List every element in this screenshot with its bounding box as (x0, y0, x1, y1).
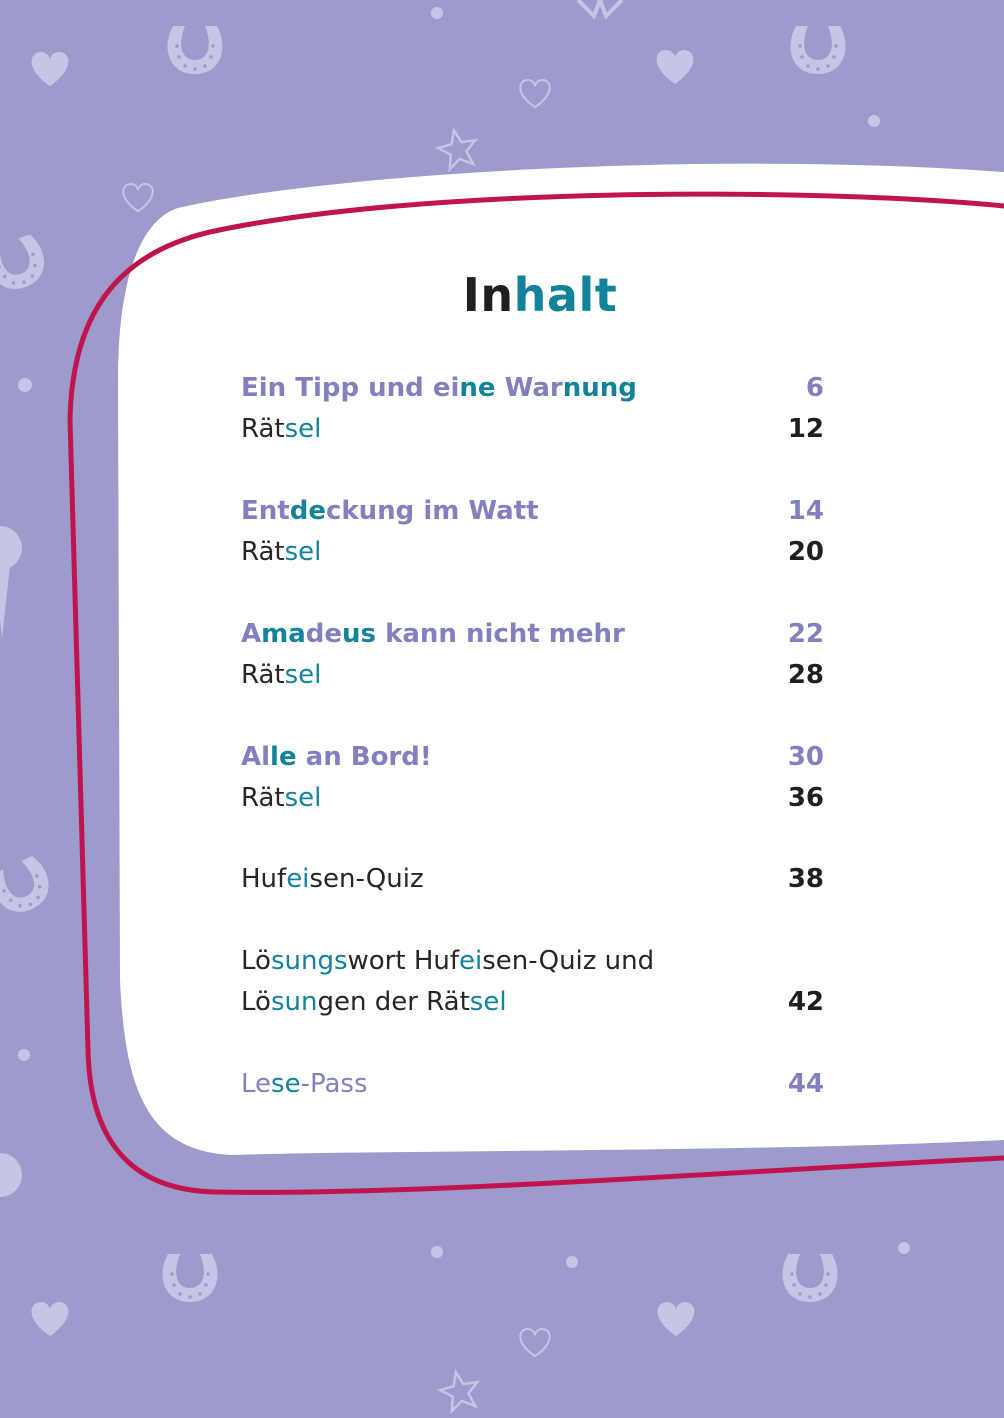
bow-icon (576, 0, 624, 20)
toc-entry: Rätsel 12 (241, 409, 824, 449)
syllable-highlight: sel (284, 660, 322, 690)
toc-entry: Rätsel 28 (241, 655, 824, 695)
syllable-highlight: us (342, 619, 377, 649)
syllable-highlight: sel (284, 414, 322, 444)
syllable-highlight: sel (284, 783, 322, 813)
syllable: Huf (241, 864, 287, 894)
syllable: War (495, 373, 563, 403)
syllable: de (305, 619, 343, 649)
syllable: sen-Quiz (309, 864, 424, 894)
dot-icon (898, 1242, 910, 1254)
page-number: 22 (787, 619, 824, 649)
syllable-highlight: ne (459, 373, 496, 403)
title-part-highlight: halt (513, 268, 618, 322)
page-number: 38 (787, 864, 824, 894)
toc-entry: Lösungen der Rätsel 42 (241, 982, 824, 1022)
toc-entry: Entdeckung im Watt 14 (241, 491, 824, 531)
entry-title: Entdeckung im Watt (241, 491, 539, 531)
title-part: In (462, 268, 514, 322)
entry-title: Amadeus kann nicht mehr (241, 614, 625, 654)
entry-title: Rätsel (241, 409, 321, 449)
dot-icon (18, 378, 32, 392)
toc-entry: Rätsel 20 (241, 532, 824, 572)
syllable-highlight: ma (261, 619, 306, 649)
toc-entry: Hufeisen-Quiz 38 (241, 859, 824, 899)
entry-title: Alle an Bord! (241, 737, 432, 777)
page-number: 28 (787, 660, 824, 690)
entry-title: Ein Tipp und eine Warnung (241, 368, 637, 408)
syllable: Ein Tipp und ei (241, 373, 460, 403)
entry-title: Lese-Pass (241, 1064, 368, 1104)
page-number: 42 (787, 987, 824, 1017)
toc-entry: Rätsel 36 (241, 778, 824, 818)
syllable: Rät (241, 537, 285, 567)
syllable-highlight: se (271, 1069, 301, 1099)
syllable: Rät (241, 660, 285, 690)
syllable-highlight: ei (286, 864, 310, 894)
syllable: Ent (241, 496, 290, 526)
dot-icon (566, 1256, 578, 1268)
syllable: Le (241, 1069, 272, 1099)
page-number: 20 (787, 537, 824, 567)
syllable: ckung im Watt (325, 496, 539, 526)
page-number: 44 (787, 1069, 824, 1099)
toc-entry: Amadeus kann nicht mehr 22 (241, 614, 824, 654)
toc-entry: Alle an Bord! 30 (241, 737, 824, 777)
syllable: an Bord! (296, 742, 432, 772)
syllable: Rät (241, 414, 285, 444)
entry-title: Lösungswort Hufeisen-Quiz und (241, 941, 654, 981)
entry-title: Rätsel (241, 778, 321, 818)
syllable-highlight: sel (469, 987, 507, 1017)
dot-icon (868, 115, 880, 127)
rosette-icon (0, 1153, 22, 1197)
toc-entry: Lese-Pass 44 (241, 1064, 824, 1104)
syllable: gen der Rät (317, 987, 470, 1017)
syllable-highlight: le (270, 742, 297, 772)
entry-title: Rätsel (241, 655, 321, 695)
syllable: wort Huf (347, 946, 460, 976)
content-card (118, 163, 1004, 1155)
syllable: kann nicht mehr (376, 619, 625, 649)
rosette-icon (0, 526, 22, 638)
entry-title: Lösungen der Rätsel (241, 982, 507, 1022)
syllable-highlight: ei (459, 946, 483, 976)
syllable-highlight: sungs (270, 946, 348, 976)
syllable: A (241, 619, 262, 649)
card-frame (67, 191, 1004, 1195)
page-number: 12 (787, 414, 824, 444)
syllable: sen-Quiz und (482, 946, 655, 976)
page-number: 30 (787, 742, 824, 772)
toc-entry: Lösungswort Hufeisen-Quiz und (241, 941, 824, 981)
page-number: 36 (787, 783, 824, 813)
dot-icon (431, 7, 443, 19)
dot-icon (431, 1246, 443, 1258)
syllable: Rät (241, 783, 285, 813)
entry-title: Rätsel (241, 532, 321, 572)
syllable-highlight: sun (270, 987, 318, 1017)
syllable: Lö (241, 946, 271, 976)
dot-icon (18, 1049, 30, 1061)
syllable: -Pass (300, 1069, 368, 1099)
page-number: 14 (787, 496, 824, 526)
page-title: Inhalt (0, 268, 1004, 322)
syllable: Lö (241, 987, 271, 1017)
syllable-highlight: sel (284, 537, 322, 567)
toc-entry: Ein Tipp und eine Warnung 6 (241, 368, 824, 408)
syllable-highlight: de (289, 496, 326, 526)
syllable-highlight: nung (562, 373, 637, 403)
page-number: 6 (805, 373, 824, 403)
entry-title: Hufeisen-Quiz (241, 859, 424, 899)
syllable: Al (241, 742, 271, 772)
